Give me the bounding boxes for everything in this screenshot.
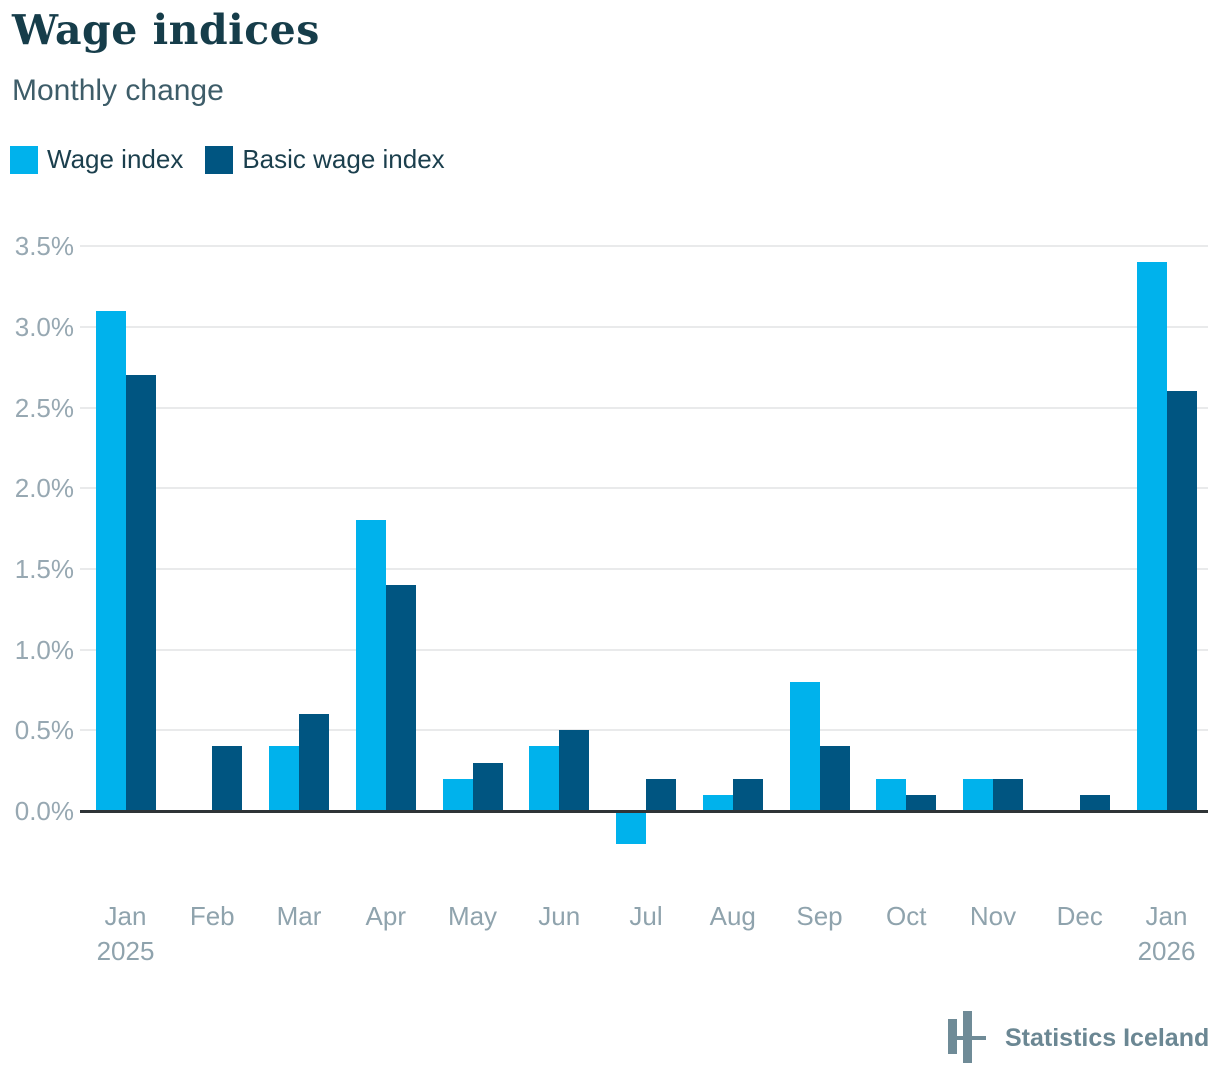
bar-basic-wage-index-jan-0[interactable] — [125, 375, 156, 811]
y-tick-label: 2.5% — [14, 392, 74, 423]
legend-label: Basic wage index — [242, 144, 445, 174]
bar-basic-wage-index-jul-6[interactable] — [646, 778, 676, 811]
page-subtitle: Monthly change — [12, 74, 224, 107]
y-tick-label: 0.0% — [14, 796, 74, 826]
bar-basic-wage-index-dec-11[interactable] — [1079, 794, 1110, 811]
x-tick-year-label: 2026 — [1137, 936, 1196, 966]
x-tick-label: Jun — [538, 901, 581, 931]
bar-basic-wage-index-jun-5[interactable] — [559, 730, 590, 811]
bar-basic-wage-index-jan-12[interactable] — [1166, 391, 1197, 811]
gridline — [80, 325, 1208, 328]
x-tick-label: Jul — [629, 901, 663, 931]
legend-label: Wage index — [47, 144, 184, 174]
brand-name: Statistics Iceland — [1005, 1024, 1210, 1052]
bar-wage-index-jun-5[interactable] — [529, 746, 560, 811]
bar-basic-wage-index-sep-8[interactable] — [819, 746, 850, 811]
x-tick-label: Sep — [796, 901, 843, 931]
bar-wage-index-sep-8[interactable] — [789, 681, 820, 811]
bar-basic-wage-index-feb-1[interactable] — [212, 746, 243, 811]
x-tick-label: Dec — [1056, 901, 1103, 931]
brand-footer: Statistics Iceland — [946, 1008, 1210, 1068]
bar-wage-index-jan-0[interactable] — [95, 310, 126, 811]
bar-wage-index-aug-7[interactable] — [702, 794, 733, 811]
y-tick-label: 3.5% — [14, 231, 74, 262]
bar-basic-wage-index-nov-10[interactable] — [993, 778, 1023, 811]
y-tick-label: 2.0% — [14, 473, 74, 504]
gridline — [80, 245, 1208, 248]
y-tick-label: 0.5% — [14, 715, 74, 746]
bar-basic-wage-index-oct-9[interactable] — [906, 794, 937, 811]
bar-basic-wage-index-mar-2[interactable] — [299, 714, 329, 811]
gridline — [80, 567, 1208, 570]
bar-basic-wage-index-may-4[interactable] — [472, 762, 503, 811]
legend-item-wage-index[interactable]: Wage index — [10, 144, 183, 175]
x-tick-year-label: 2025 — [96, 936, 155, 966]
legend-item-basic-wage-index[interactable]: Basic wage index — [205, 144, 445, 175]
x-axis-line — [80, 810, 1208, 813]
gridline — [80, 729, 1208, 732]
logo-line — [948, 1036, 986, 1040]
y-tick-label: 1.5% — [14, 553, 74, 584]
y-axis: 0.0% 0.5% 1.0% 1.5% 2.0% 2.5% 3.0% 3.5% — [0, 231, 74, 855]
bar-wage-index-jul-6[interactable] — [616, 812, 646, 845]
gridline — [80, 406, 1208, 409]
x-tick-label: Apr — [365, 901, 406, 931]
x-tick-label: Aug — [709, 901, 756, 931]
gridline — [80, 648, 1208, 651]
plot-area: Jan 2025 Feb Mar Apr May Jun Jul Aug Sep Oct Nov Dec… — [80, 245, 1208, 964]
bar-wage-index-jan-12[interactable] — [1136, 262, 1167, 811]
bar-wage-index-oct-9[interactable] — [876, 778, 907, 811]
wage-index-swatch-icon — [10, 145, 38, 174]
x-tick-label: Feb — [189, 901, 235, 931]
bar-wage-index-nov-10[interactable] — [963, 778, 993, 811]
page-title: Wage indices — [12, 6, 320, 54]
bar-wage-index-mar-2[interactable] — [269, 746, 299, 811]
y-tick-label: 1.0% — [14, 634, 74, 665]
bar-wage-index-apr-3[interactable] — [355, 520, 386, 811]
legend: Wage index Basic wage index — [10, 144, 467, 175]
y-tick-label: 3.0% — [14, 311, 74, 342]
x-tick-label: Mar — [276, 901, 322, 931]
x-tick-label: Nov — [969, 901, 1017, 931]
x-tick-label: Jan — [104, 901, 147, 931]
x-tick-label: Jan — [1145, 901, 1188, 931]
x-tick-label: May — [447, 901, 498, 931]
bar-basic-wage-index-aug-7[interactable] — [732, 778, 763, 811]
bar-basic-wage-index-apr-3[interactable] — [385, 585, 416, 811]
x-tick-label: Oct — [886, 901, 927, 931]
statistics-iceland-logo-icon — [946, 1008, 998, 1064]
gridline — [80, 487, 1208, 490]
bar-wage-index-may-4[interactable] — [442, 778, 473, 811]
basic-wage-index-swatch-icon — [205, 145, 234, 174]
